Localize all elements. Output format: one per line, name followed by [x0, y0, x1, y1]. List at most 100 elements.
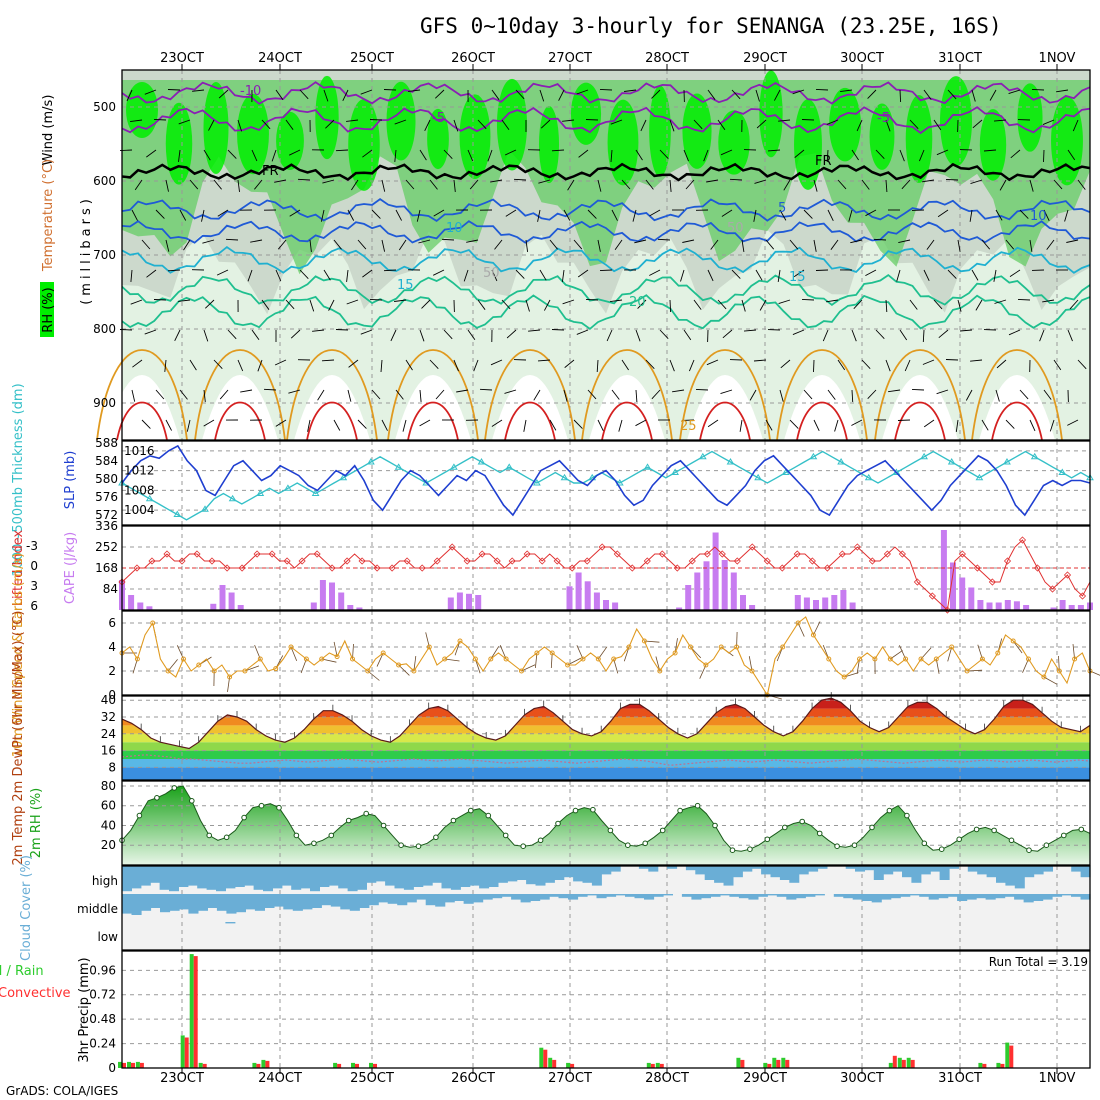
lifted-index-point: [1078, 592, 1087, 600]
y-axis-label-precip: 3hr Precip (mm): [77, 957, 92, 1062]
rh-point: [154, 795, 160, 801]
rh-saturated-cell: [940, 76, 972, 167]
wind-barb: [371, 389, 381, 400]
lifted-index-point: [298, 557, 306, 565]
wind-barb: [610, 299, 623, 303]
lifted-index-point: [973, 564, 981, 572]
wind-barb: [463, 269, 469, 282]
lifted-index-point: [313, 550, 321, 558]
lifted-index-point: [598, 543, 606, 551]
wind-barb: [441, 238, 455, 241]
cloud-cover-cell: [207, 894, 218, 908]
rh-point: [502, 832, 509, 839]
panel-frame: [121, 610, 1091, 696]
contour-label: -5: [432, 111, 445, 126]
precip-convective-bar: [982, 1063, 987, 1068]
wind-barb: [515, 89, 525, 100]
cloud-cover-cell: [330, 894, 341, 907]
cloud-cover-cell: [378, 894, 389, 903]
cloud-cover-cell: [738, 894, 749, 899]
precip-total-bar: [1005, 1042, 1010, 1068]
wind-barb: [585, 298, 599, 301]
precip-total-bar: [548, 1057, 553, 1068]
wind-barb: [419, 329, 425, 342]
cloud-cover-cell: [928, 894, 939, 900]
precip-convective-bar: [901, 1059, 906, 1068]
wind-barb: [793, 269, 805, 278]
wind-speed-point: [288, 644, 294, 650]
cloud-cover-cell: [159, 866, 170, 890]
wind-barb: [405, 359, 413, 371]
wind-speed-point: [718, 644, 724, 650]
wind-barb: [981, 239, 991, 250]
wind-barb: [897, 419, 911, 421]
cloud-cover-cell: [615, 894, 626, 896]
panel-frame: [121, 525, 1091, 611]
wind-barb: [789, 419, 799, 429]
temperature-contour-warm: [194, 349, 286, 441]
wind-barb: [504, 149, 517, 156]
wind-barb: [873, 238, 887, 241]
cape-bar: [566, 586, 573, 611]
wind-barb: [1029, 419, 1036, 432]
lifted-index-point: [373, 564, 381, 572]
wind-barb: [275, 89, 284, 101]
wind-barb: [544, 299, 551, 311]
cloud-cover-cell: [385, 866, 396, 886]
wind-barb: [237, 119, 243, 132]
wind-barb: [561, 269, 565, 282]
lifted-index-point: [1003, 557, 1012, 565]
cloud-cover-cell: [1004, 894, 1015, 897]
cloud-cover-cell: [244, 866, 255, 886]
panel-frame: [121, 780, 1091, 866]
wind-barb: [753, 209, 757, 222]
wind-barb: [325, 119, 335, 129]
wind-barb-10m: [425, 632, 430, 648]
cloud-cover-cell: [281, 866, 292, 886]
contour-label: 50: [483, 266, 500, 281]
rh-saturated-cell: [1051, 96, 1083, 186]
thickness-point: [422, 479, 431, 486]
thickness-point: [726, 458, 735, 465]
precip-total-bar: [539, 1047, 544, 1068]
wind-barb: [490, 179, 503, 183]
wind-barb: [146, 269, 157, 278]
y-tick-label: 900: [93, 396, 116, 410]
wind-barb: [237, 359, 244, 372]
wind-barb: [179, 389, 188, 400]
date-label-bottom: 30OCT: [840, 1071, 884, 1086]
wind-barb: [351, 179, 359, 191]
rh-saturated-cell: [386, 81, 416, 161]
wind-barb: [599, 88, 613, 91]
cloud-cover-cell: [776, 894, 787, 897]
wind-barb: [610, 119, 623, 125]
cloud-cover-cell: [131, 894, 142, 915]
cloud-cover-cell: [986, 866, 997, 878]
y-axis-label-cape: CAPE (J/kg): [63, 532, 78, 604]
cloud-cover-cell: [1033, 866, 1044, 875]
temperature-contour: [121, 245, 1091, 274]
cloud-cover-cell: [302, 894, 313, 910]
wind-barb: [813, 239, 817, 252]
precip-convective-bar: [552, 1059, 557, 1068]
y-tick-label: 0: [108, 688, 116, 702]
wind-barb: [813, 419, 820, 431]
lifted-index-point: [1018, 536, 1027, 544]
precip-convective-bar: [337, 1063, 342, 1068]
wind-barb: [834, 419, 839, 432]
wind-barb: [362, 149, 373, 158]
wind-barb: [165, 179, 169, 192]
wind-barb: [323, 89, 329, 102]
wind-barb: [888, 389, 901, 393]
wind-barb: [567, 179, 575, 191]
y-tick-label: 20: [101, 838, 116, 852]
wind-barb: [126, 89, 133, 102]
thickness-point: [781, 468, 790, 475]
cloud-cover-cell: [976, 894, 987, 899]
wind-speed-point: [903, 656, 909, 662]
cape-bar: [676, 607, 683, 610]
wind-barb: [672, 389, 685, 393]
wind-barb: [348, 359, 359, 368]
cloud-cover-cell: [245, 894, 256, 910]
wind-barb: [909, 119, 919, 130]
